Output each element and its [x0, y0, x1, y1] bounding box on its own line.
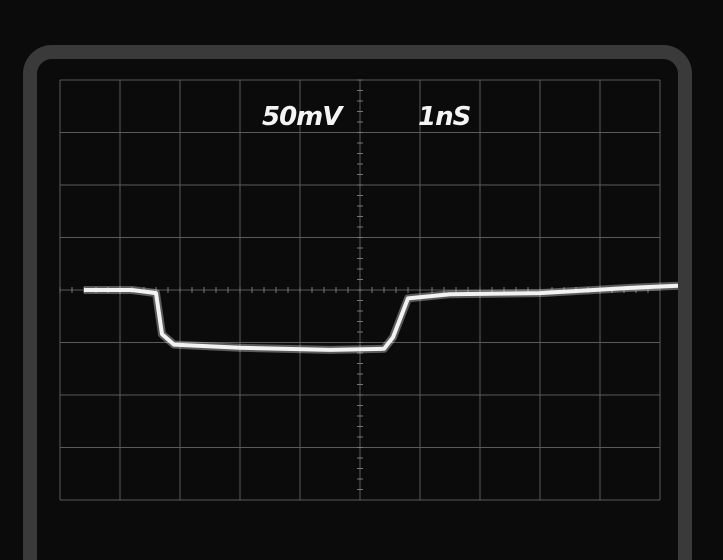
volts-per-div-label: 50mV: [262, 102, 344, 132]
waveform-trace: [84, 281, 679, 354]
screen-bezel: [23, 45, 692, 560]
time-per-div-label: 1nS: [418, 102, 471, 132]
waveform-trace-line: [84, 283, 679, 352]
